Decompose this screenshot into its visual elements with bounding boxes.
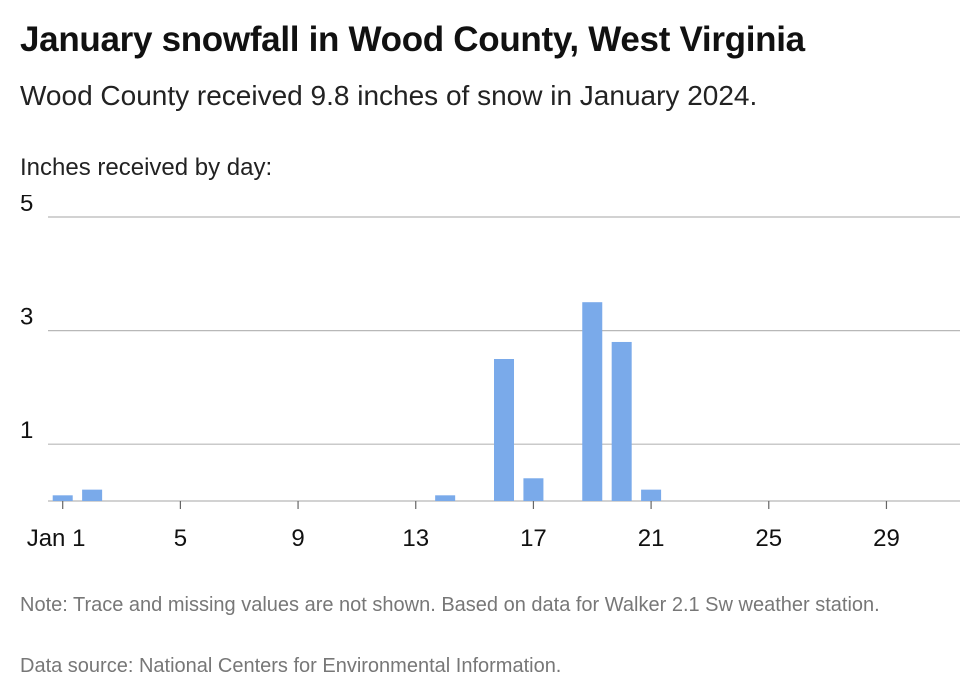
x-tick-21: 21 xyxy=(638,525,665,552)
x-tick-5: 5 xyxy=(174,525,187,552)
bar-day-17 xyxy=(523,478,544,501)
x-tick-labels: Jan 1 5 9 13 17 21 25 29 xyxy=(27,501,900,552)
x-tick-25: 25 xyxy=(755,525,782,552)
bar-day-2 xyxy=(82,489,103,501)
y-tick-3: 3 xyxy=(20,304,33,331)
x-tick-17: 17 xyxy=(520,525,547,552)
y-tick-1: 1 xyxy=(20,417,33,444)
x-tick-9: 9 xyxy=(291,525,304,552)
bar-day-20 xyxy=(611,341,632,501)
bars xyxy=(52,302,662,501)
x-tick-29: 29 xyxy=(873,525,900,552)
chart-title: January snowfall in Wood County, West Vi… xyxy=(20,20,805,59)
bar-day-21 xyxy=(641,489,662,501)
chart-note: Note: Trace and missing values are not s… xyxy=(20,594,880,616)
y-tick-labels: 1 3 5 xyxy=(20,195,33,444)
bar-day-16 xyxy=(493,359,515,501)
x-tick-13: 13 xyxy=(402,525,429,552)
x-tick-1: Jan 1 xyxy=(27,525,86,552)
data-source: Data source: National Centers for Enviro… xyxy=(20,655,562,677)
chart-subtitle: Wood County received 9.8 inches of snow … xyxy=(20,80,758,111)
snowfall-bar-chart: 135 Jan 1 5 9 13 17 21 25 29 xyxy=(20,195,960,552)
y-tick-5: 5 xyxy=(20,195,33,217)
bar-day-14 xyxy=(435,495,456,501)
bar-day-1 xyxy=(52,495,73,501)
y-axis-label: Inches received by day: xyxy=(20,154,273,181)
bar-day-19 xyxy=(582,302,603,501)
